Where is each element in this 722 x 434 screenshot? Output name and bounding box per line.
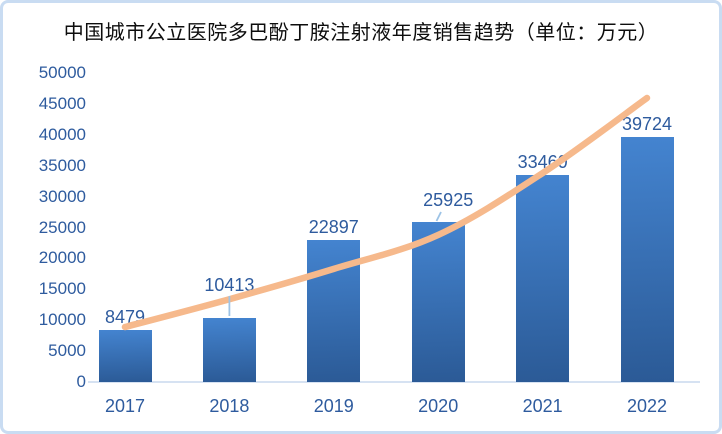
x-axis-label: 2021	[522, 396, 563, 416]
y-tick-label: 30000	[38, 186, 86, 206]
y-tick-label: 10000	[38, 310, 86, 330]
chart-title: 中国城市公立医院多巴酚丁胺注射液年度销售趋势（单位：万元）	[63, 22, 659, 44]
bar	[411, 221, 465, 382]
y-tick-label: 25000	[38, 217, 86, 237]
x-axis-label: 2022	[626, 396, 668, 416]
bar-value-label: 25925	[423, 189, 474, 210]
y-tick-label: 5000	[48, 341, 86, 361]
bar-value-label: 8479	[104, 306, 146, 327]
x-axis-label: 2017	[104, 396, 146, 416]
y-tick-label: 20000	[38, 248, 86, 268]
bar	[307, 240, 361, 382]
bar	[202, 317, 256, 382]
bar-value-label: 39724	[621, 113, 673, 134]
bar	[516, 175, 570, 382]
y-tick-label: 15000	[38, 279, 86, 299]
y-tick-label: 0	[76, 372, 86, 391]
bar-value-label: 22897	[308, 217, 359, 238]
x-axis-label: 2019	[313, 396, 354, 416]
x-axis-label: 2018	[209, 396, 250, 416]
y-tick-label: 45000	[38, 93, 86, 113]
y-tick-label: 35000	[38, 155, 86, 175]
bar-value-label: 10413	[204, 274, 255, 295]
bar	[98, 329, 152, 382]
data-label-leader-line	[435, 211, 442, 222]
y-tick-label: 40000	[38, 124, 86, 144]
bar-value-label: 33460	[517, 152, 568, 173]
y-tick-label: 50000	[38, 63, 86, 82]
x-axis-line	[88, 381, 700, 383]
bar	[620, 136, 674, 382]
x-axis-label: 2020	[418, 396, 459, 416]
